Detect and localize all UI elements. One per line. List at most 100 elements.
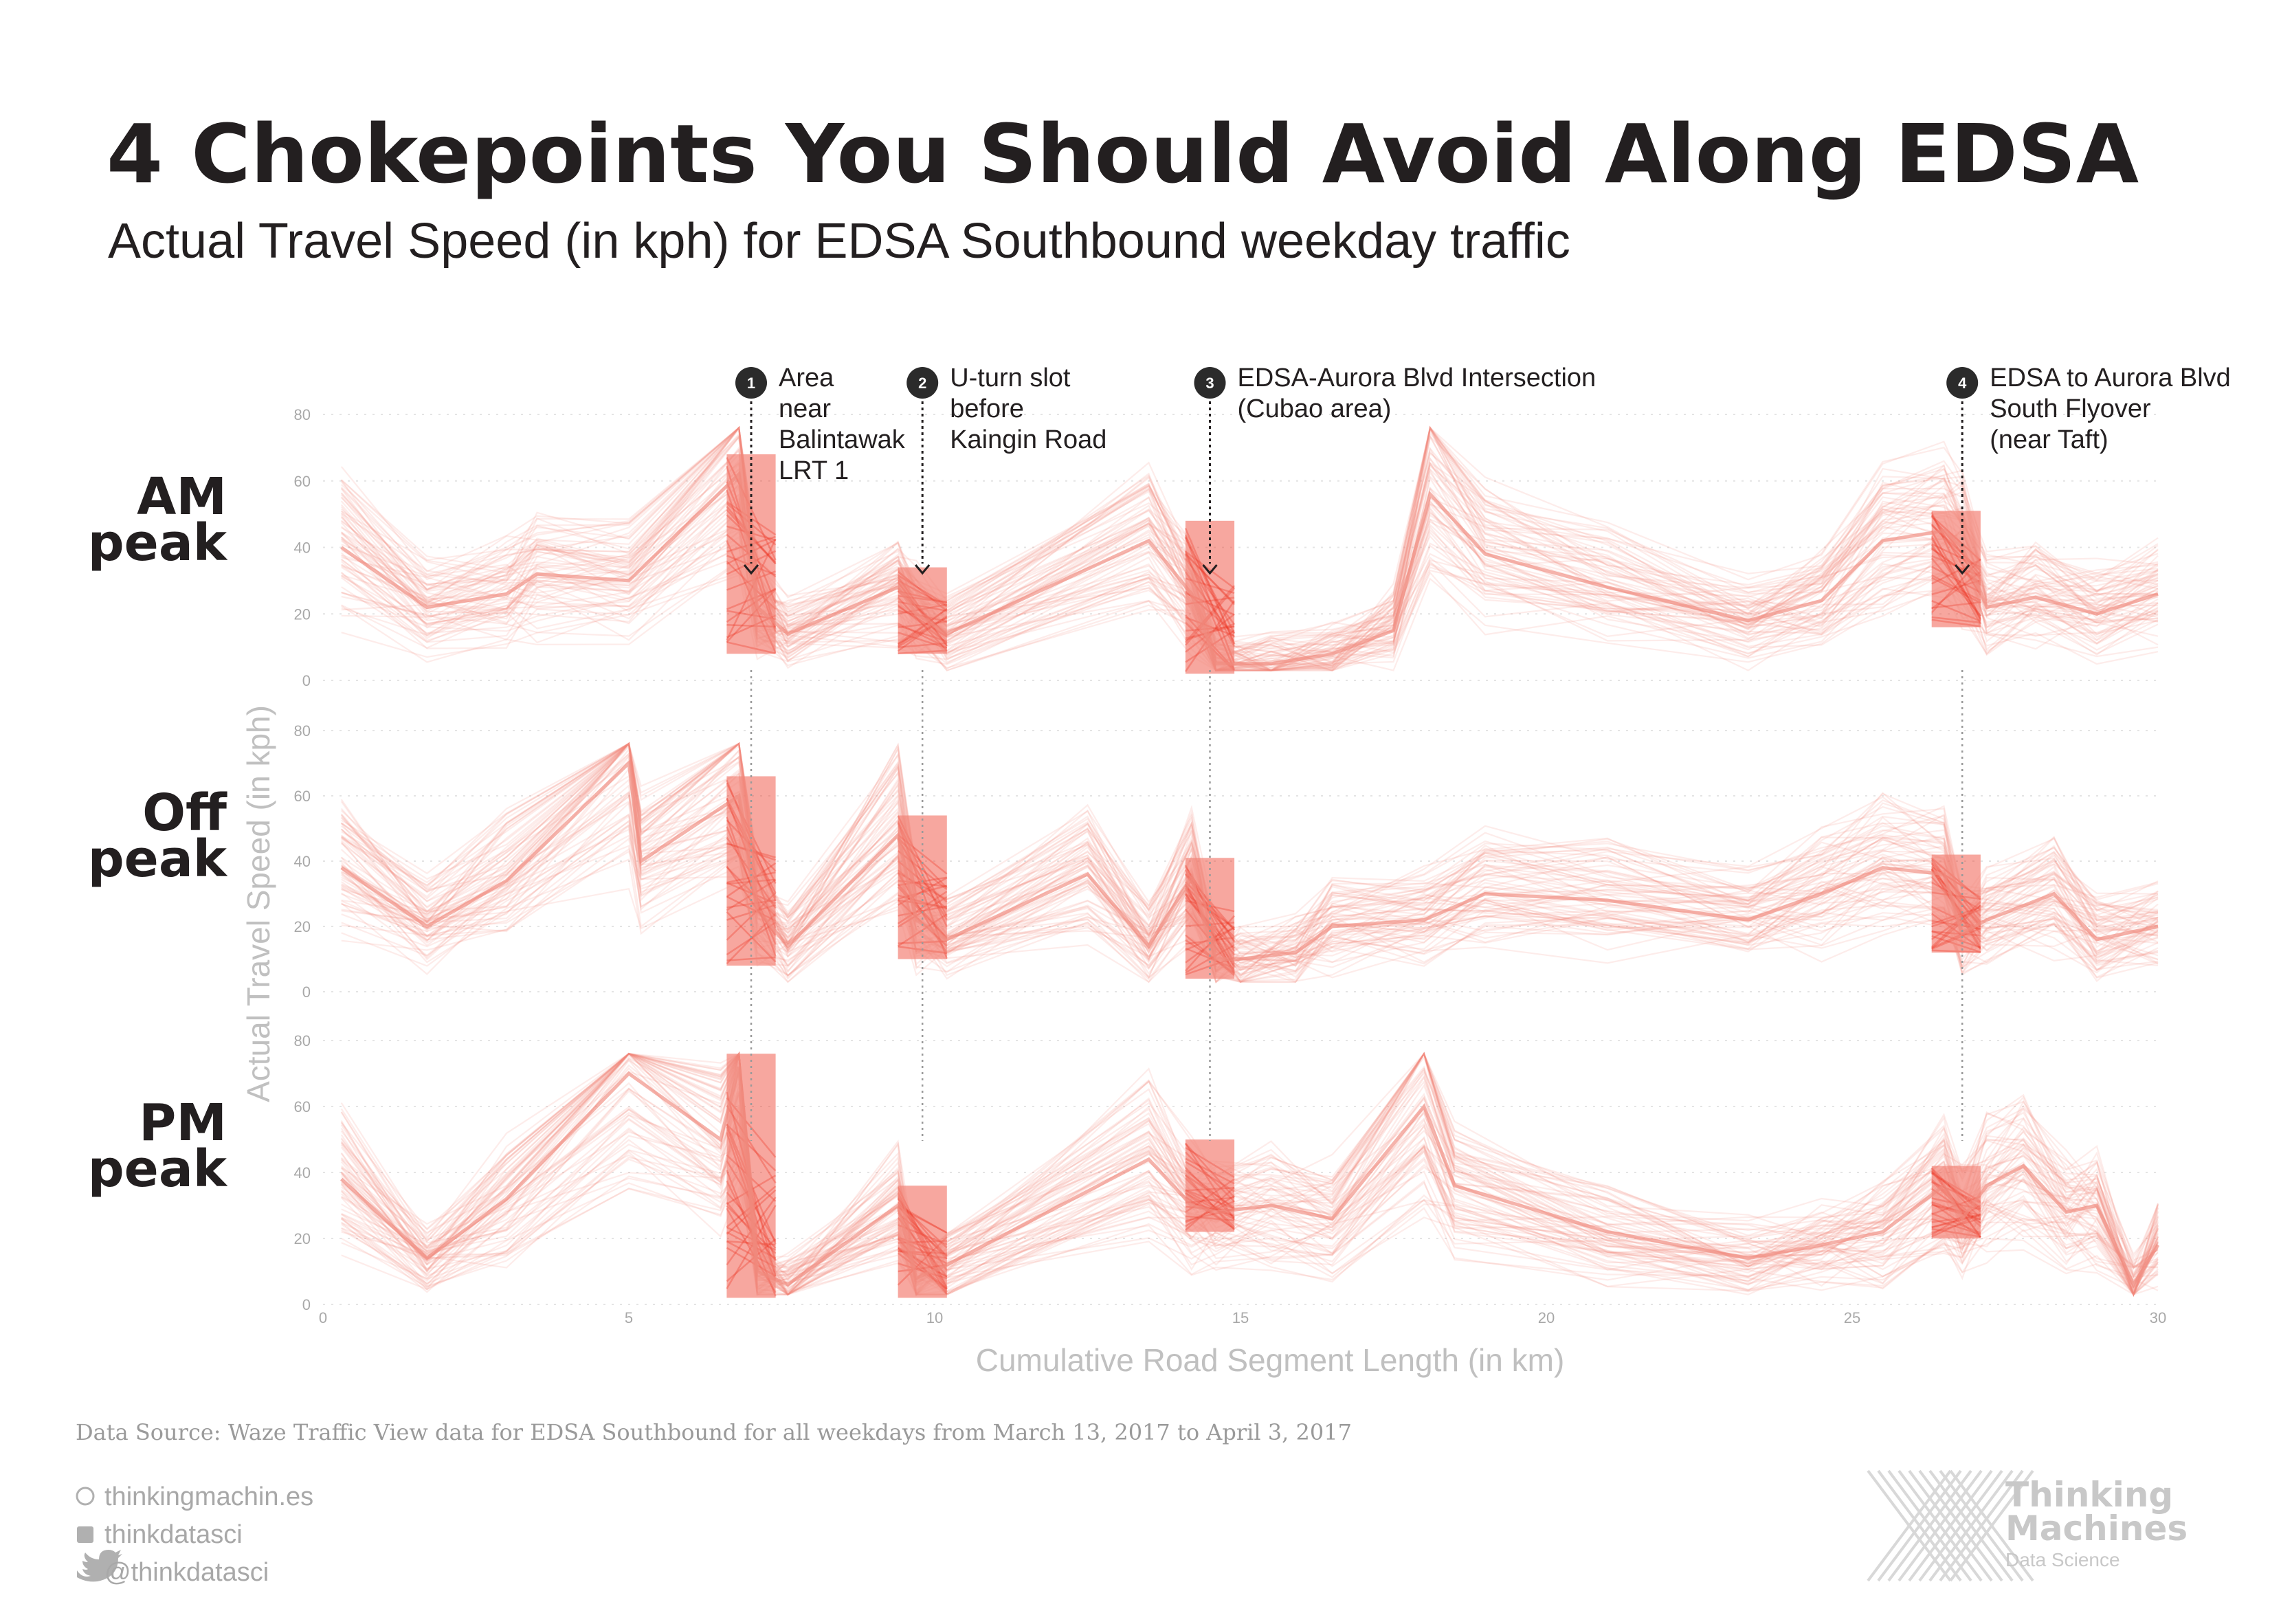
speed-trace [341,742,2159,964]
speed-trace [341,799,2159,983]
chokepoint-trace [1184,537,1236,634]
speed-trace [340,1087,2159,1297]
speed-trace [341,1149,2159,1295]
chokepoint-band [726,1054,776,1298]
speed-trace [340,1058,2159,1293]
logo-stroke [1867,1469,1952,1582]
chokepoint-trace [897,883,948,939]
speed-trace [340,1052,2159,1298]
speed-trace [341,1118,2159,1295]
twitter-link[interactable]: @thinkdatasci [77,1550,269,1587]
chokepoint-trace [1931,1212,1981,1234]
y-tick-label: 20 [294,918,311,935]
chokepoint-trace [898,625,948,643]
chokepoint-trace [898,1224,948,1245]
speed-trace [340,425,2159,656]
chokepoint-trace [1930,1201,1981,1238]
speed-trace [341,1083,2159,1296]
chokepoint-trace [1184,536,1236,664]
chokepoint-trace [726,501,777,536]
annotation-text-line: EDSA to Aurora Blvd [1990,364,2231,392]
chokepoint-trace [726,1180,777,1280]
chokepoint-trace [1184,588,1236,646]
logo-stroke [1908,1469,1993,1582]
chokepoint-trace [897,581,948,647]
speed-trace [340,425,2159,672]
speed-trace [341,535,2159,671]
chokepoint-trace [1931,574,1981,601]
speed-trace [341,502,2159,671]
chokepoint-trace [1931,577,1981,604]
chokepoint-trace [897,1212,948,1257]
annotation-text-line: Kaingin Road [950,425,1106,454]
chokepoint-trace [1930,515,1981,561]
chokepoint-trace [897,1247,948,1289]
speed-trace [341,522,2159,671]
speed-trace [340,432,2159,671]
speed-trace [340,425,2159,671]
speed-trace [341,1129,2159,1296]
speed-trace [340,1053,2159,1297]
speed-trace [341,755,2159,961]
chokepoint-trace [1931,1214,1981,1223]
speed-trace [340,1052,2159,1296]
chart-subtitle: Actual Travel Speed (in kph) for EDSA So… [108,214,1570,269]
chokepoint-trace [1931,543,1981,568]
chokepoint-trace [726,588,777,643]
speed-trace [341,1105,2159,1296]
speed-trace [341,496,2159,671]
chokepoint-trace [726,1124,777,1172]
speed-trace [341,447,2159,671]
chokepoint-trace [1930,570,1981,610]
panel-label-line1: Off [142,783,227,843]
speed-trace [341,427,2159,670]
chokepoint-trace [897,1238,948,1295]
speed-trace [341,742,2159,945]
speed-trace [341,1111,2159,1296]
chokepoint-trace [898,899,947,909]
annotation-text-line: South Flyover [1990,394,2151,423]
speed-trace [340,1052,2159,1291]
chokepoint-trace [1931,866,1981,898]
chokepoint-trace [1931,1204,1981,1236]
chokepoint-trace [897,838,948,921]
speed-trace [341,824,2159,983]
speed-trace [340,742,2159,953]
chokepoint-trace [898,590,948,604]
chevron-down-icon [915,564,931,575]
speed-trace [340,1082,2159,1296]
chokepoint-trace [1931,930,1981,948]
speed-trace [340,1052,2159,1293]
chokepoint-trace [897,1196,948,1293]
chokepoint-trace [1930,904,1981,940]
chokepoint-trace [898,642,947,649]
speed-trace [340,821,2159,983]
chokepoint-trace [1185,616,1235,637]
speed-trace [341,1113,2159,1295]
x-tick-label: 15 [1232,1309,1249,1326]
speed-trace [341,1118,2159,1296]
website-link[interactable]: thinkingmachin.es [76,1482,313,1511]
facebook-link[interactable]: thinkdatasci [77,1520,243,1549]
chokepoint-trace [1185,893,1235,928]
speed-trace [340,458,2159,671]
chokepoint-trace [726,1154,777,1202]
chokepoint-trace [897,604,948,644]
brand-name-line1: Thinking [2005,1475,2173,1515]
chokepoint-trace [1930,514,1981,596]
chokepoint-trace [1184,550,1236,671]
speed-trace [341,452,2159,671]
chokepoint-trace [1185,1151,1235,1203]
speed-trace [340,742,2159,961]
speed-trace [340,426,2159,671]
speed-trace [340,1051,2159,1296]
chokepoint-trace [1931,566,1981,594]
speed-trace [341,1158,2159,1295]
chokepoint-trace [1930,857,1981,900]
annotation-text-line: before [950,394,1024,423]
speed-trace [340,1052,2159,1296]
chokepoint-trace [897,815,948,917]
chokepoint-trace [726,570,777,591]
chokepoint-trace [1930,1171,1981,1209]
